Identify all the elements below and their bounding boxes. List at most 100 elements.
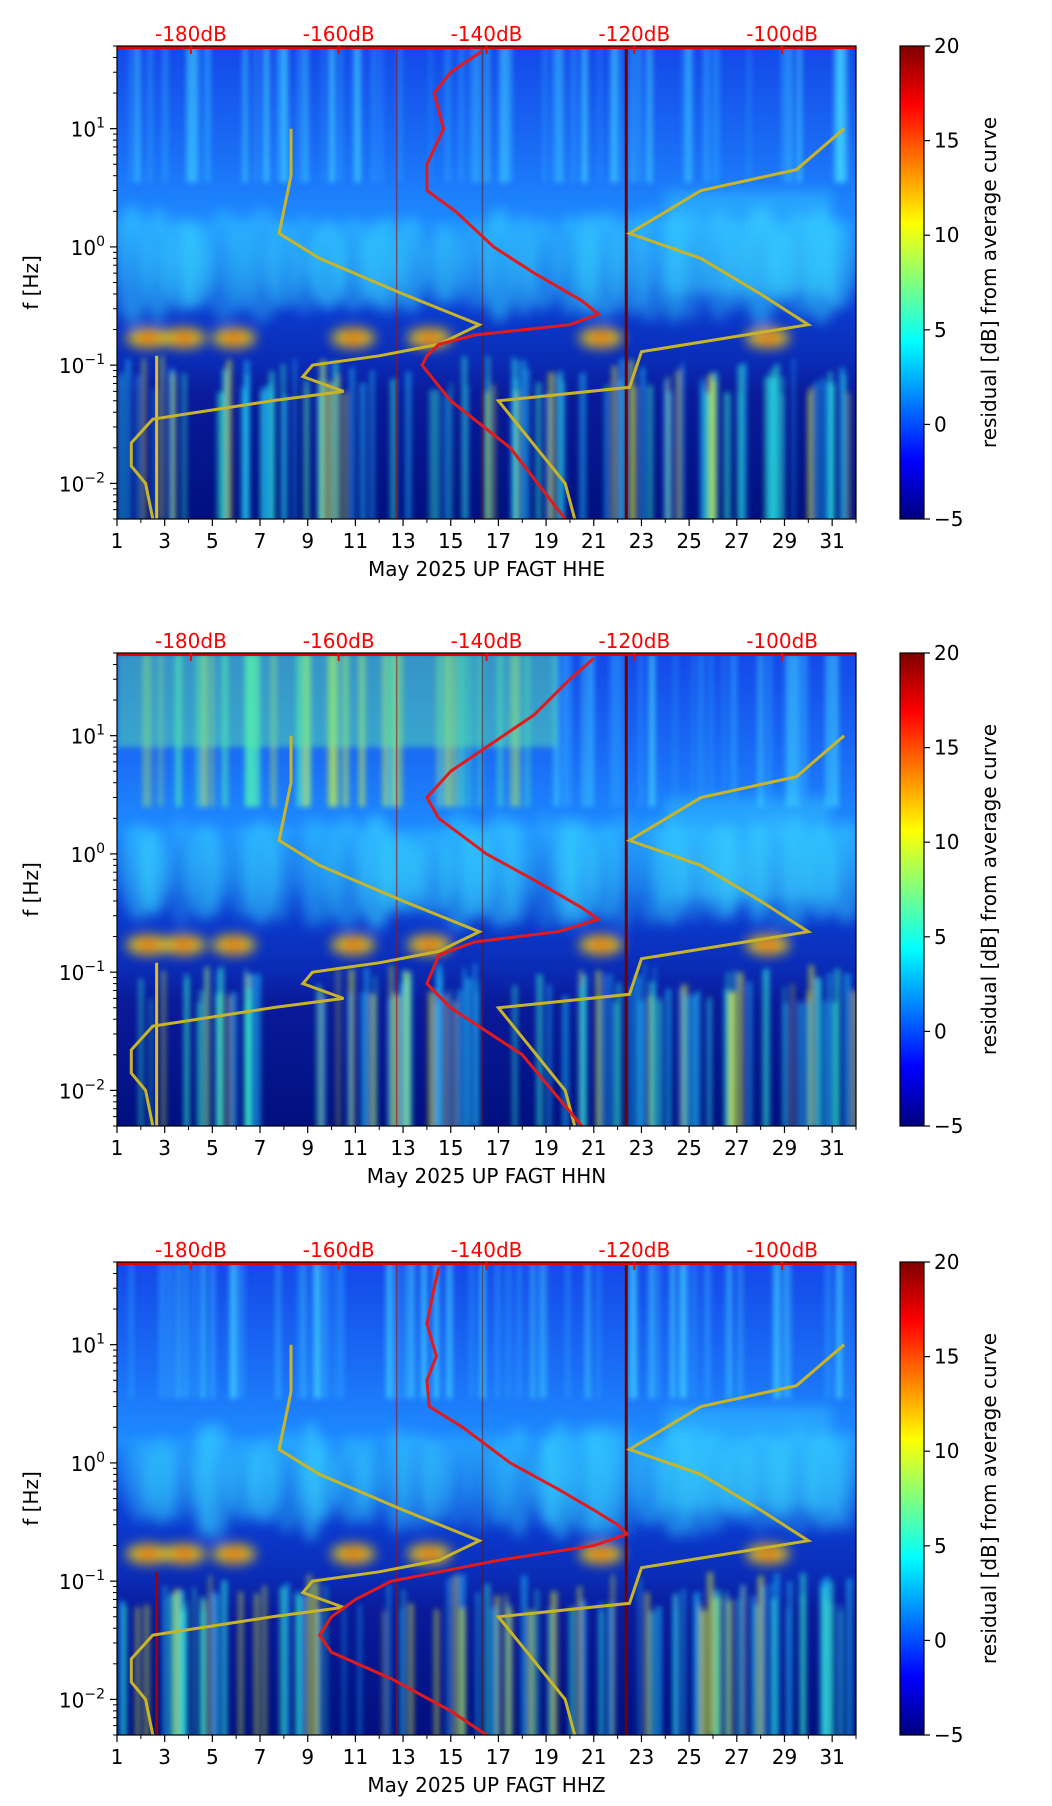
y-tick-label: 100: [71, 1450, 105, 1476]
x-tick-label: 21: [581, 1136, 606, 1160]
x-tick-label: 19: [533, 1745, 558, 1769]
x-tick-label: 31: [819, 1136, 844, 1160]
x-tick-label: 7: [254, 1136, 267, 1160]
x-tick-label: 3: [158, 529, 171, 553]
colorbar-tick-label: 0: [934, 1628, 947, 1652]
x-tick-label: 9: [301, 1136, 314, 1160]
colorbar-tick-label: 10: [934, 830, 959, 854]
y-tick-label: 10−2: [59, 470, 105, 496]
x-axis: 1 3 5 7 9 11 13 15 17 19 21 23 25 27 29 31: [111, 519, 857, 553]
x-tick-label: 9: [301, 529, 314, 553]
x-tick-label: 3: [158, 1745, 171, 1769]
colorbar: −5 0 5 10 15 20 residual [dB] from average cur…: [899, 641, 1001, 1138]
db-tick-label: -140dB: [451, 22, 523, 46]
x-tick-label: 7: [254, 529, 267, 553]
noise-model-high: [495, 127, 846, 519]
x-tick-label: 13: [390, 1745, 415, 1769]
x-tick-label: 13: [390, 529, 415, 553]
lf-streaks: [139, 962, 856, 1126]
colorbar-tick-label: −5: [934, 1114, 963, 1138]
microseism-texture: [124, 1406, 856, 1564]
y-axis-label: f [Hz]: [19, 1471, 43, 1526]
psd-average-curve: [420, 50, 602, 519]
x-tick-label: 17: [486, 1136, 511, 1160]
x-tick-label: 23: [629, 1745, 654, 1769]
db-scale: -180dB -160dB -140dB -120dB -100dB: [155, 22, 818, 54]
x-tick-label: 1: [111, 1745, 124, 1769]
psd-average-curve: [317, 1267, 630, 1735]
y-tick-label: 101: [71, 1332, 105, 1358]
db-tick-label: -160dB: [303, 629, 375, 653]
x-tick-label: 27: [724, 1745, 749, 1769]
y-tick-label: 10−2: [59, 1686, 105, 1712]
spectrogram-image: [117, 653, 856, 1126]
x-tick-label: 31: [819, 529, 844, 553]
db-tick-label: -100dB: [746, 629, 818, 653]
x-tick-label: 25: [676, 1745, 701, 1769]
colorbar: −5 0 5 10 15 20 residual [dB] from average cur…: [899, 34, 1001, 531]
noise-model-low: [129, 128, 484, 519]
x-tick-label: 13: [390, 1136, 415, 1160]
lf-streaks: [118, 356, 850, 519]
x-tick-label: 17: [486, 1745, 511, 1769]
x-tick-label: 29: [772, 529, 797, 553]
noise-models: [129, 734, 846, 1126]
spectrogram-image: [117, 46, 856, 519]
db-tick-label: -180dB: [155, 22, 227, 46]
y-tick-label: 10−1: [59, 959, 105, 985]
db-tick-label: -140dB: [451, 629, 523, 653]
x-tick-label: 21: [581, 1745, 606, 1769]
colorbar-tick-label: 15: [934, 1345, 959, 1369]
noise-models: [129, 1343, 846, 1735]
db-tick-label: -180dB: [155, 629, 227, 653]
db-tick-label: -160dB: [303, 1238, 375, 1262]
noise-model-low: [129, 735, 484, 1126]
db-tick-label: -100dB: [746, 22, 818, 46]
colorbar-tick-label: −5: [934, 507, 963, 531]
db-scale: -180dB -160dB -140dB -120dB -100dB: [155, 1238, 818, 1270]
x-tick-label: 15: [438, 1136, 463, 1160]
x-tick-label: 23: [629, 529, 654, 553]
colorbar-tick-label: −5: [934, 1723, 963, 1747]
x-tick-label: 21: [581, 529, 606, 553]
x-tick-label: 31: [819, 1745, 844, 1769]
colorbar-tick-label: 10: [934, 223, 959, 247]
x-tick-label: 23: [629, 1136, 654, 1160]
x-tick-label: 11: [343, 1745, 368, 1769]
y-tick-label: 10−1: [59, 352, 105, 378]
y-axis-label: f [Hz]: [19, 255, 43, 310]
x-tick-label: 19: [533, 1136, 558, 1160]
colorbar-label: residual [dB] from average curve: [977, 117, 1001, 448]
db-tick-label: -140dB: [451, 1238, 523, 1262]
db-tick-label: -100dB: [746, 1238, 818, 1262]
x-tick-label: 5: [206, 529, 219, 553]
y-tick-label: 101: [71, 723, 105, 749]
y-axis: 10−2 10−1 100 101: [59, 1261, 117, 1736]
y-tick-label: 10−2: [59, 1077, 105, 1103]
x-tick-label: 27: [724, 1136, 749, 1160]
x-tick-label: 17: [486, 529, 511, 553]
colorbar-tick-label: 0: [934, 1019, 947, 1043]
colorbar-tick-label: 5: [934, 318, 947, 342]
x-tick-label: 25: [676, 1136, 701, 1160]
y-tick-label: 100: [71, 234, 105, 260]
db-tick-label: -120dB: [598, 22, 670, 46]
x-tick-label: 9: [301, 1745, 314, 1769]
x-tick-label: 5: [206, 1745, 219, 1769]
noise-model-low: [129, 1344, 484, 1735]
x-axis: 1 3 5 7 9 11 13 15 17 19 21 23 25 27 29 31: [111, 1735, 857, 1769]
colorbar-label: residual [dB] from average curve: [977, 1333, 1001, 1664]
colorbar-tick-label: 5: [934, 925, 947, 949]
colorbar-tick-label: 20: [934, 641, 959, 665]
colorbar-tick-label: 20: [934, 34, 959, 58]
x-tick-label: 27: [724, 529, 749, 553]
x-tick-label: 11: [343, 1136, 368, 1160]
colorbar-tick-label: 15: [934, 736, 959, 760]
colorbar-tick-label: 10: [934, 1439, 959, 1463]
y-axis-label: f [Hz]: [19, 862, 43, 917]
x-axis-label: May 2025 UP FAGT HHN: [367, 1164, 606, 1188]
x-tick-label: 7: [254, 1745, 267, 1769]
y-tick-label: 101: [71, 116, 105, 142]
